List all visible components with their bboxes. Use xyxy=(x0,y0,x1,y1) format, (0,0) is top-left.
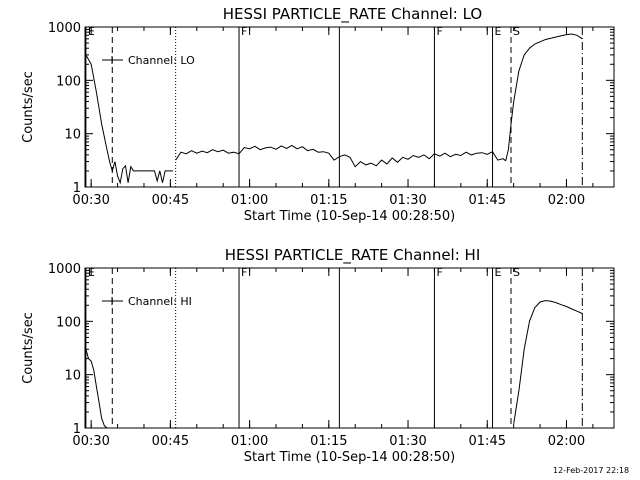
x-tick-label: 00:45 xyxy=(152,193,189,208)
event-marker-label: F xyxy=(241,266,247,279)
series-line xyxy=(175,144,507,168)
x-tick-label: 00:45 xyxy=(152,434,189,449)
hi-channel-panel: HESSI PARTICLE_RATE Channel: HI 1 10 100 100… xyxy=(21,246,615,465)
chart-title: HESSI PARTICLE_RATE Channel: HI xyxy=(225,246,481,265)
x-tick-label: 00:30 xyxy=(72,193,109,208)
y-tick-label: 10 xyxy=(64,128,81,143)
y-tick-label: 1 xyxy=(73,181,81,196)
y-tick-label: 1000 xyxy=(48,262,81,277)
series-line xyxy=(505,33,583,161)
plot-frame xyxy=(84,267,615,429)
legend-label: Channel: HI xyxy=(128,295,192,308)
event-marker-label: E xyxy=(495,266,502,279)
event-marker-label: S xyxy=(513,266,520,279)
x-tick-label: 01:45 xyxy=(469,434,506,449)
y-tick-label: 100 xyxy=(56,315,81,330)
y-tick-label: 100 xyxy=(56,74,81,89)
event-marker-label: F xyxy=(436,25,442,38)
plot-timestamp: 12-Feb-2017 22:18 xyxy=(553,466,630,475)
chart-title: HESSI PARTICLE_RATE Channel: LO xyxy=(223,5,482,24)
series-line xyxy=(513,300,583,424)
y-tick-label: 1000 xyxy=(48,21,81,36)
x-axis-label: Start Time (10-Sep-14 00:28:50) xyxy=(244,450,455,465)
x-tick-label: 01:30 xyxy=(389,434,426,449)
y-tick-label: 1 xyxy=(73,422,81,437)
x-tick-label: 02:00 xyxy=(548,434,585,449)
y-axis-label: Counts/sec xyxy=(21,71,36,143)
event-marker-label: E xyxy=(88,25,95,38)
series-line xyxy=(85,349,108,428)
x-axis-label: Start Time (10-Sep-14 00:28:50) xyxy=(244,209,455,224)
y-axis-label: Counts/sec xyxy=(21,312,36,384)
x-tick-label: 01:15 xyxy=(310,434,347,449)
x-tick-label: 02:00 xyxy=(548,193,585,208)
event-marker-label: F xyxy=(436,266,442,279)
y-tick-label: 10 xyxy=(64,369,81,384)
x-tick-label: 01:15 xyxy=(310,193,347,208)
lo-channel-panel: HESSI PARTICLE_RATE Channel: LO 1 10 100 100… xyxy=(21,5,615,224)
x-tick-label: 01:30 xyxy=(389,193,426,208)
legend-label: Channel: LO xyxy=(128,54,195,67)
x-tick-label: 00:30 xyxy=(72,434,109,449)
event-marker-label: E xyxy=(88,266,95,279)
series-line xyxy=(85,54,173,185)
event-marker-label: S xyxy=(513,25,520,38)
x-tick-label: 01:00 xyxy=(231,434,268,449)
x-tick-label: 01:45 xyxy=(469,193,506,208)
event-marker-label: E xyxy=(495,25,502,38)
plot-frame xyxy=(84,26,615,188)
event-marker-label: F xyxy=(241,25,247,38)
x-tick-label: 01:00 xyxy=(231,193,268,208)
